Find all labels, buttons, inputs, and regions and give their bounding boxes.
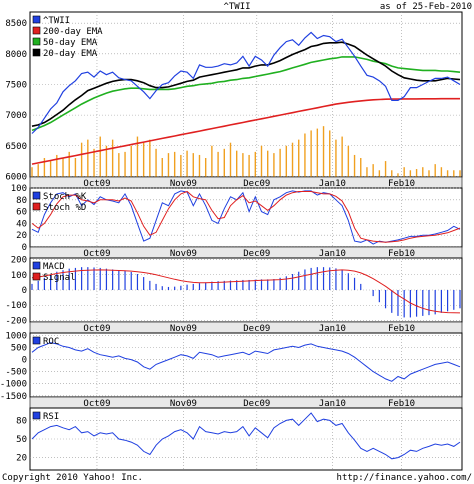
y-tick-label: 8500 (5, 19, 27, 29)
x-tick-label: Nov09 (170, 249, 197, 259)
legend-swatch (32, 37, 41, 46)
x-tick-label: Oct09 (83, 399, 110, 409)
date-label: as of 25-Feb-2010 (380, 2, 472, 12)
y-tick-label: -200 (5, 316, 27, 326)
series-line-rsi (31, 412, 461, 460)
copyright-text: Copyright 2010 Yahoo! Inc. (2, 473, 143, 483)
panel-frame (29, 332, 463, 398)
legend-swatch (32, 15, 41, 24)
series-line-signal (31, 269, 461, 314)
y-tick-label: 1000 (5, 331, 27, 341)
x-tick-label: Nov09 (170, 324, 197, 334)
legend-swatch (32, 411, 41, 420)
legend-swatch (32, 48, 41, 57)
legend-label: Stoch %D (43, 203, 86, 213)
series-line-stochD (31, 190, 461, 243)
legend-swatch (32, 202, 41, 211)
y-tick-label: 40 (16, 219, 27, 229)
y-tick-label: 80 (16, 196, 27, 206)
y-tick-label: -500 (5, 368, 27, 378)
x-tick-label: Oct09 (83, 179, 110, 189)
legend-label: 50-day EMA (43, 38, 98, 48)
panel-frame (29, 187, 463, 248)
legend-label: 200-day EMA (43, 27, 103, 37)
y-tick-label: 50 (16, 435, 27, 445)
legend-swatch (32, 336, 41, 345)
series-line-ema20 (31, 41, 461, 127)
y-tick-label: 100 (11, 184, 27, 194)
legend-swatch (32, 191, 41, 200)
y-tick-label: -1500 (0, 392, 27, 402)
x-tick-label: Dec09 (243, 399, 270, 409)
y-tick-label: 80 (16, 416, 27, 426)
x-tick-label: Feb10 (388, 399, 415, 409)
x-tick-label: Dec09 (243, 324, 270, 334)
y-tick-label: 20 (16, 231, 27, 241)
y-tick-label: 6500 (5, 142, 27, 152)
y-tick-label: 8000 (5, 50, 27, 60)
y-tick-label: 500 (11, 343, 27, 353)
rsi-panel: 20 50 80 RSI (16, 407, 463, 471)
legend-label: Signal (43, 273, 76, 283)
y-tick-label: -100 (5, 301, 27, 311)
y-tick-label: 100 (11, 271, 27, 281)
source-url: http://finance.yahoo.com/ (337, 473, 472, 483)
series-line-ema50 (31, 56, 461, 132)
x-tick-label: Jan10 (319, 399, 346, 409)
x-tick-label: Feb10 (388, 324, 415, 334)
y-tick-label: 7500 (5, 80, 27, 90)
x-tick-label: Feb10 (388, 249, 415, 259)
series-line-ema200 (31, 97, 460, 165)
legend-swatch (32, 272, 41, 281)
x-tick-label: Oct09 (83, 324, 110, 334)
y-tick-label: 20 (16, 454, 27, 464)
roc-panel: -1500 -1000 -500 0 500 1000 ROC Oct09 Nov09 Dec09… (0, 331, 463, 409)
x-tick-label: Oct09 (83, 249, 110, 259)
x-tick-label: Jan10 (319, 249, 346, 259)
y-tick-label: 7000 (5, 111, 27, 121)
series-line-roc (31, 342, 461, 382)
y-tick-label: 0 (22, 286, 27, 296)
y-tick-label: 6000 (5, 172, 27, 182)
x-tick-label: Jan10 (319, 179, 346, 189)
legend-label: Stoch %K (43, 192, 87, 202)
legend-label: MACD (43, 262, 65, 272)
legend-swatch (32, 261, 41, 270)
x-tick-label: Feb10 (388, 179, 415, 189)
x-tick-label: Dec09 (243, 249, 270, 259)
legend-label: RSI (43, 412, 59, 422)
y-tick-label: 0 (22, 243, 27, 253)
legend-label: ROC (43, 337, 59, 347)
y-tick-label: 60 (16, 208, 27, 218)
y-tick-label: 0 (22, 356, 27, 366)
x-tick-label: Nov09 (170, 179, 197, 189)
legend-swatch (32, 26, 41, 35)
legend-label: ^TWII (43, 16, 70, 26)
chart-title: ^TWII (223, 2, 250, 12)
series-line-price (31, 31, 461, 134)
x-tick-label: Jan10 (319, 324, 346, 334)
y-tick-label: 200 (11, 256, 27, 266)
x-tick-label: Dec09 (243, 179, 270, 189)
x-tick-label: Nov09 (170, 399, 197, 409)
legend-label: 20-day EMA (43, 49, 98, 59)
y-tick-label: -1000 (0, 380, 27, 390)
